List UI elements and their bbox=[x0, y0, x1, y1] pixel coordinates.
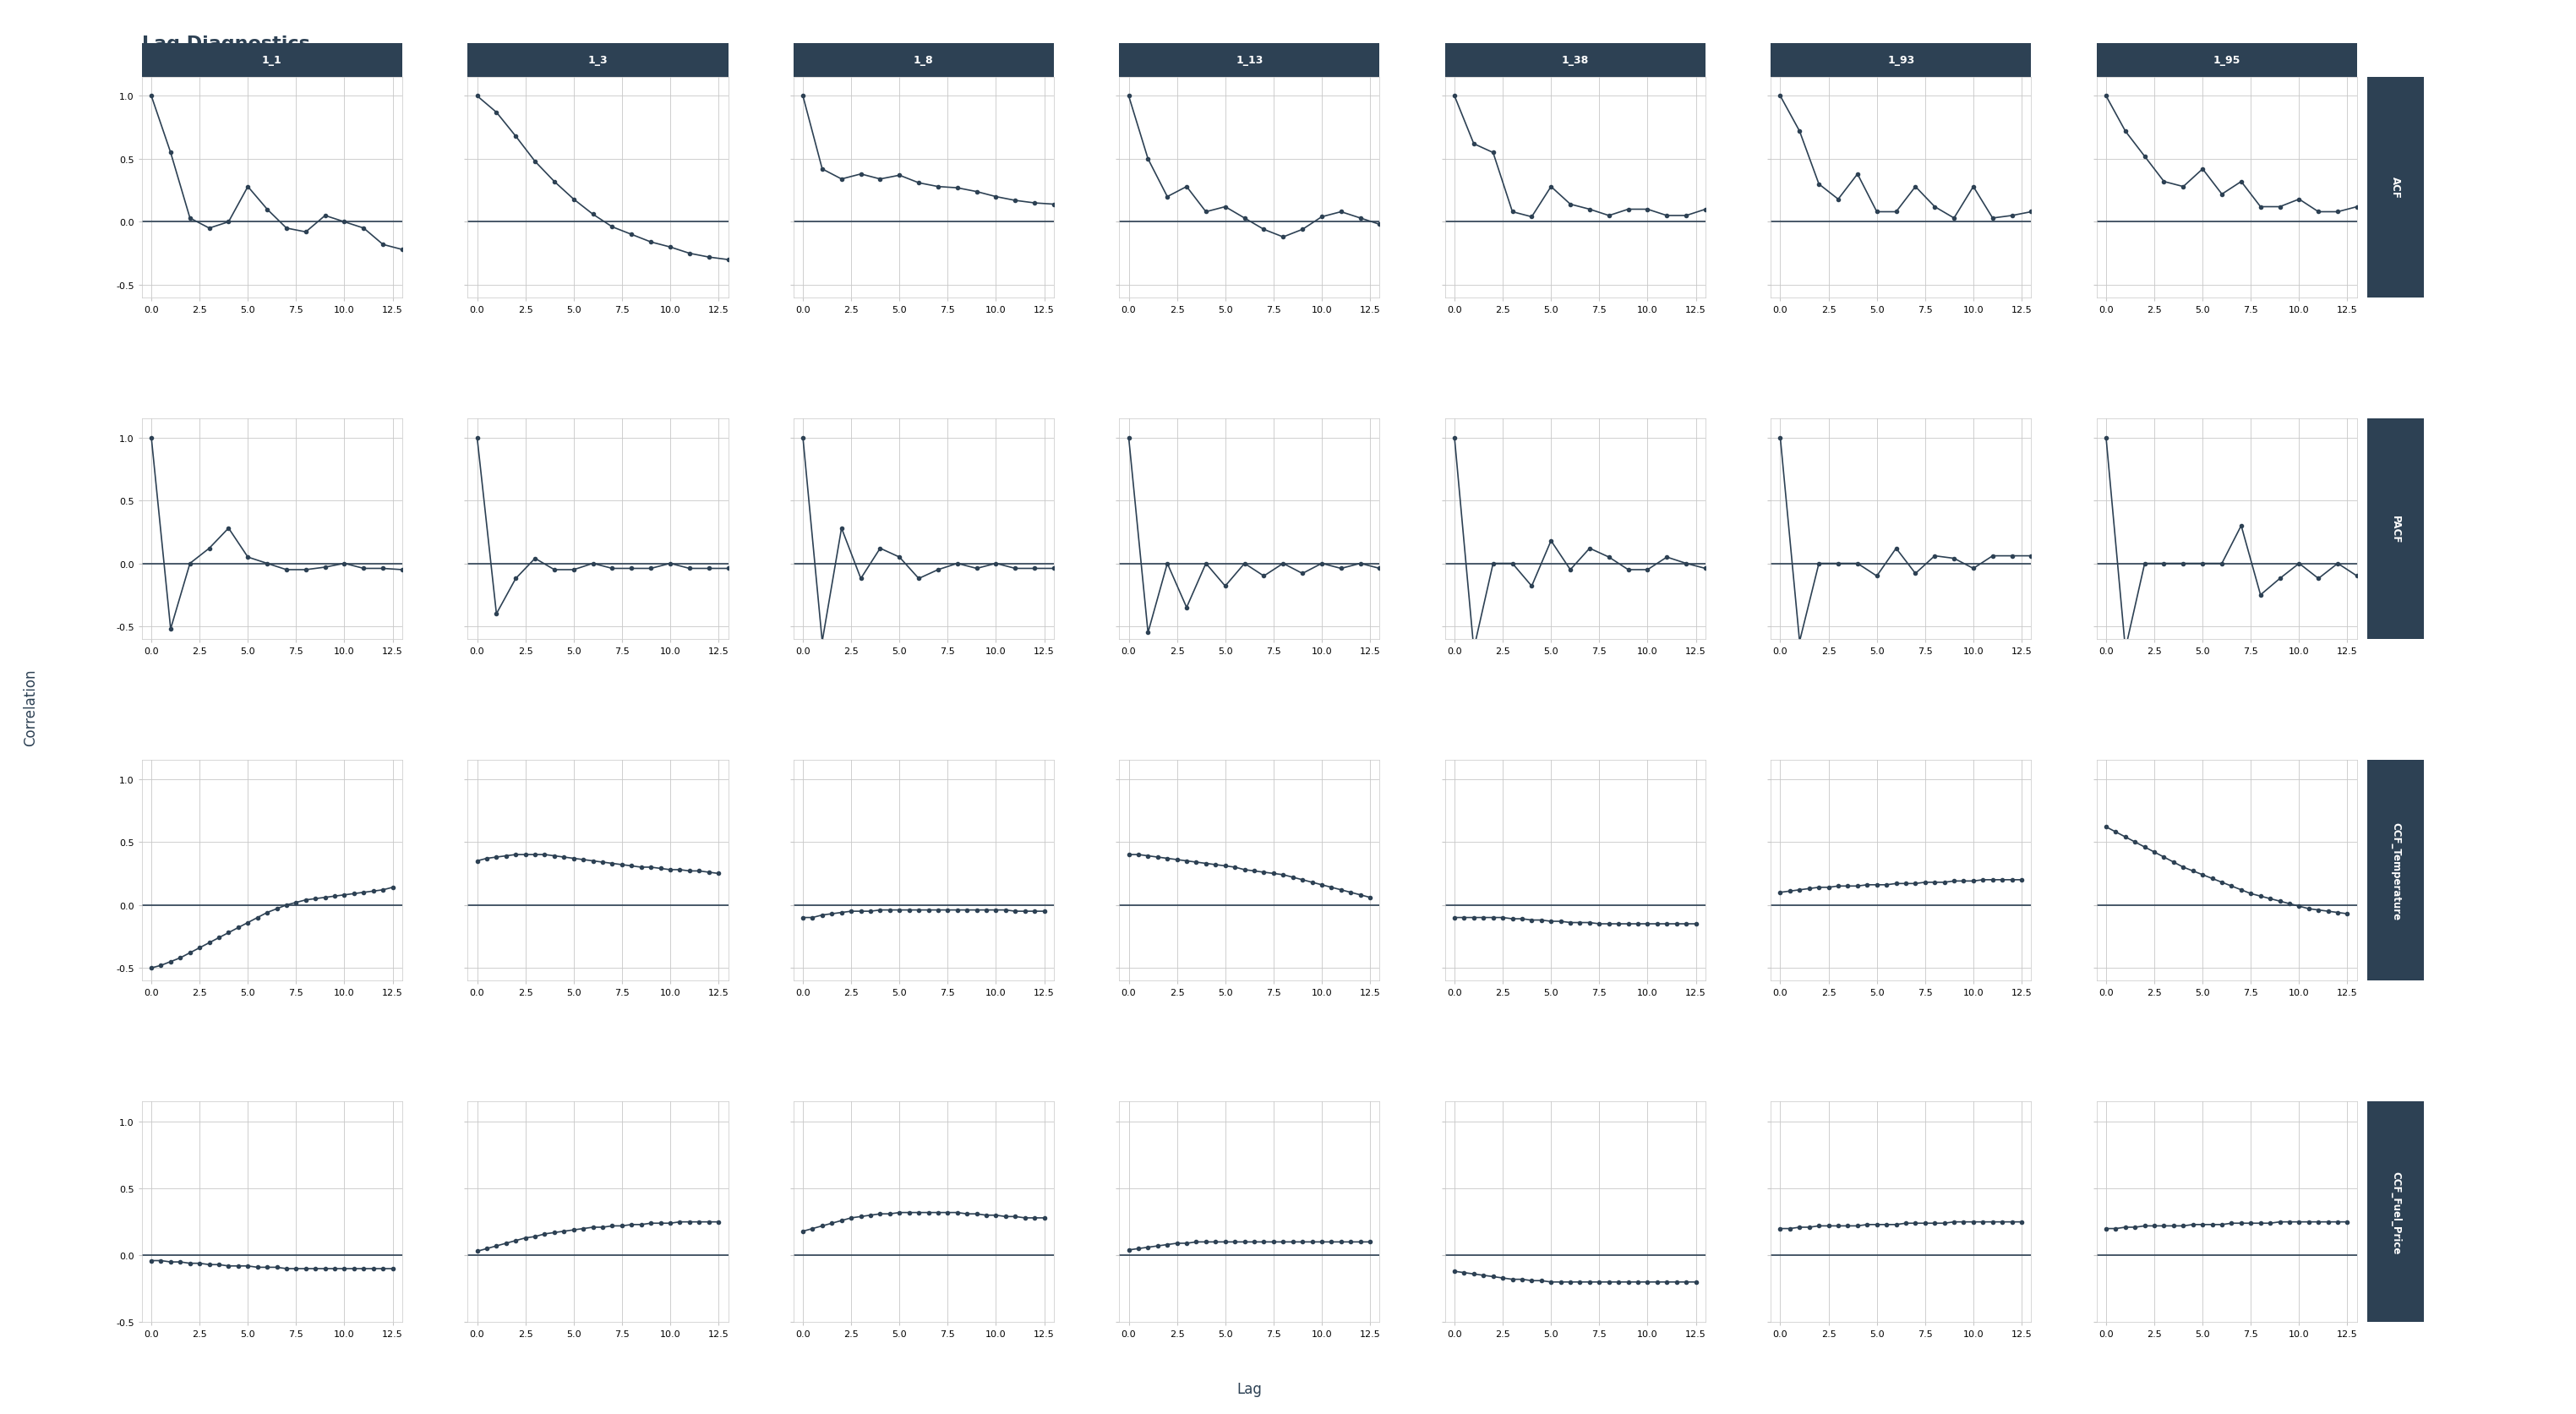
Text: Lag: Lag bbox=[1236, 1381, 1262, 1396]
Text: CCF_Fuel_Price: CCF_Fuel_Price bbox=[2391, 1171, 2401, 1254]
Text: 1_3: 1_3 bbox=[587, 55, 608, 66]
Text: CCF_Temperature: CCF_Temperature bbox=[2391, 822, 2401, 919]
Text: 1_38: 1_38 bbox=[1561, 55, 1589, 66]
Text: 1_8: 1_8 bbox=[914, 55, 933, 66]
Text: Lag Diagnostics: Lag Diagnostics bbox=[142, 35, 309, 52]
Text: 1_93: 1_93 bbox=[1888, 55, 1914, 66]
Text: PACF: PACF bbox=[2391, 515, 2401, 543]
Text: 1_1: 1_1 bbox=[263, 55, 281, 66]
Text: Correlation: Correlation bbox=[23, 669, 39, 745]
Text: 1_13: 1_13 bbox=[1236, 55, 1262, 66]
Text: 1_95: 1_95 bbox=[2213, 55, 2241, 66]
Text: ACF: ACF bbox=[2391, 177, 2401, 199]
